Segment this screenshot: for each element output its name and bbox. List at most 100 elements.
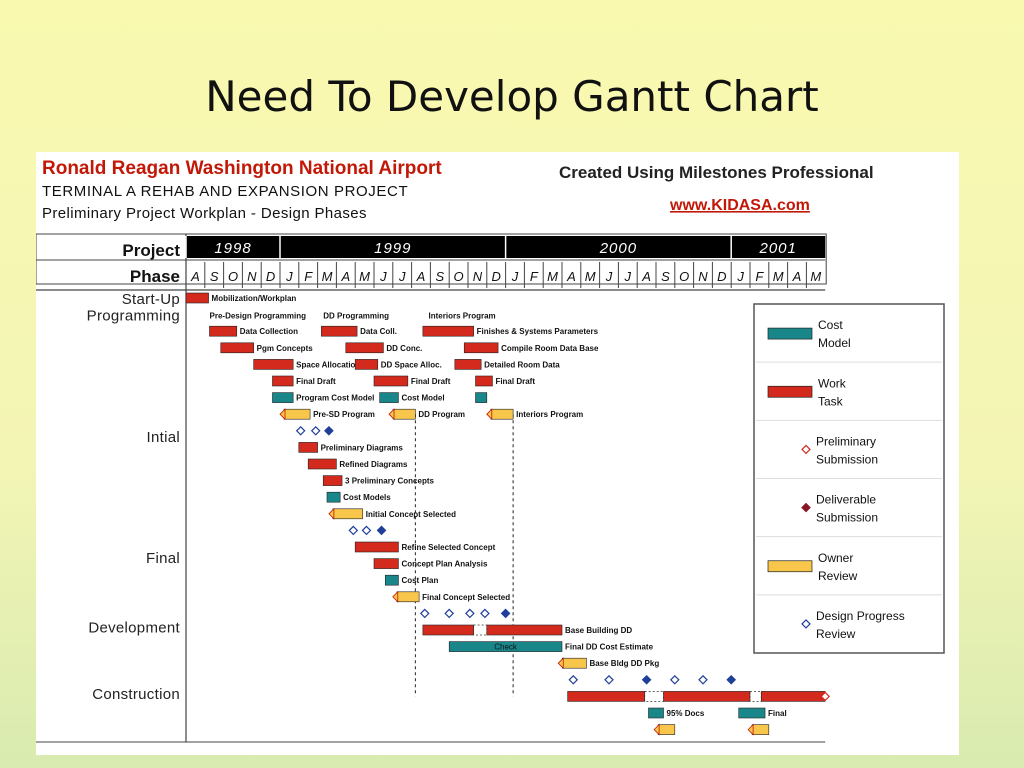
task-label: Concept Plan Analysis: [401, 560, 488, 569]
progress-milestone: [348, 525, 359, 536]
progress-milestone: [310, 425, 321, 436]
task-bar: [463, 342, 499, 354]
month-label: S: [435, 269, 444, 284]
month-label: A: [340, 269, 350, 284]
year-band: [505, 236, 732, 258]
task-gap: [473, 624, 488, 636]
task-label: Final Concept Selected: [422, 593, 510, 602]
kidasa-link[interactable]: www.KIDASA.com: [669, 197, 810, 214]
legend-label: Model: [818, 336, 851, 350]
month-label: S: [210, 269, 219, 284]
task-bar: [253, 359, 294, 370]
task-label: DD Program: [418, 410, 465, 419]
task-bar: [220, 342, 254, 354]
month-label: M: [359, 269, 370, 284]
phase-label: Development: [88, 620, 180, 637]
legend-label: Preliminary: [816, 434, 876, 448]
task-label: Refine Selected Concept: [401, 543, 495, 552]
progress-milestone: [604, 674, 614, 685]
progress-milestone: [295, 425, 306, 436]
task-bar: [354, 541, 399, 553]
task-bar: [448, 641, 563, 652]
review-diamond: [392, 590, 399, 603]
month-label: J: [605, 269, 613, 284]
task-bar: [751, 724, 770, 735]
legend-marker: [801, 619, 811, 629]
task-bar: [422, 325, 474, 337]
phase-label: Final: [146, 550, 180, 567]
task-bar: [209, 325, 238, 337]
year-label: 2001: [759, 240, 797, 257]
task-label: 3 Preliminary Concepts: [345, 477, 434, 486]
month-label: M: [585, 269, 596, 284]
task-bar: [490, 408, 514, 420]
progress-milestone: [480, 608, 490, 619]
task-bar: [392, 408, 416, 420]
deliverable-milestone: [376, 525, 387, 536]
month-label: M: [810, 269, 821, 284]
project-axis-label: Project: [122, 241, 180, 260]
task-label: Final: [768, 709, 787, 718]
month-label: J: [285, 269, 293, 284]
review-diamond: [279, 408, 286, 421]
bar-inner-label: Check: [494, 643, 518, 652]
deliverable-milestone: [726, 674, 737, 685]
task-label: Final Draft: [495, 377, 535, 386]
month-label: M: [547, 269, 558, 284]
legend-label: Submission: [816, 511, 878, 525]
task-label: Finishes & Systems Parameters: [477, 327, 599, 336]
month-label: O: [454, 269, 464, 284]
task-label: Base Bldg DD Pkg: [589, 659, 659, 668]
progress-milestone: [444, 608, 455, 619]
legend-swatch: [767, 385, 813, 398]
task-label: Program Cost Model: [296, 394, 374, 403]
task-label: Compile Room Data Base: [501, 344, 599, 353]
phase-label: Start-Up: [122, 291, 180, 308]
month-label: A: [566, 269, 576, 284]
month-label: N: [698, 269, 708, 284]
task-label: DD Space Alloc.: [381, 360, 442, 369]
preliminary-milestone: [820, 691, 831, 702]
task-label: Initial Concept Selected: [366, 510, 456, 519]
legend-swatch: [767, 560, 813, 573]
gantt-marks: Mobilization/Workplan Pre-Design Programm…: [185, 292, 831, 736]
legend-label: Design Progress: [816, 609, 905, 623]
progress-milestone: [361, 525, 372, 536]
task-bar: [567, 691, 646, 702]
legend-label: Work: [818, 376, 847, 390]
task-gap: [644, 691, 664, 702]
task-bar: [373, 558, 399, 569]
task-bar: [379, 392, 399, 403]
month-label: S: [661, 269, 670, 284]
deliverable-milestone: [641, 674, 652, 685]
deliverable-milestone: [324, 425, 334, 436]
month-label: J: [736, 269, 744, 284]
year-label: 2000: [599, 240, 637, 257]
year-label: 1999: [374, 240, 411, 257]
month-label: M: [322, 269, 333, 284]
legend-label: Submission: [816, 452, 878, 466]
month-label: A: [641, 269, 651, 284]
task-bar: [332, 508, 364, 520]
legend-label: Task: [818, 394, 844, 408]
year-band: [731, 236, 826, 258]
task-bar: [475, 392, 488, 403]
review-diamond: [747, 723, 754, 736]
task-bar: [272, 392, 294, 403]
task-bar: [354, 359, 379, 370]
month-label: N: [473, 269, 483, 284]
task-label: Pgm Concepts: [257, 344, 314, 353]
task-bar: [283, 408, 311, 420]
task-gap: [749, 691, 762, 702]
task-label: Interiors Program: [516, 410, 583, 419]
legend-marker: [801, 502, 811, 513]
task-label: DD Programming: [323, 312, 389, 321]
month-label: A: [416, 269, 426, 284]
task-bar: [475, 375, 493, 387]
year-label: 1998: [214, 240, 251, 257]
task-bar: [307, 458, 337, 470]
progress-milestone: [419, 608, 430, 619]
review-diamond: [388, 408, 395, 421]
task-label: Space Allocations: [296, 360, 365, 369]
month-label: D: [717, 269, 726, 284]
